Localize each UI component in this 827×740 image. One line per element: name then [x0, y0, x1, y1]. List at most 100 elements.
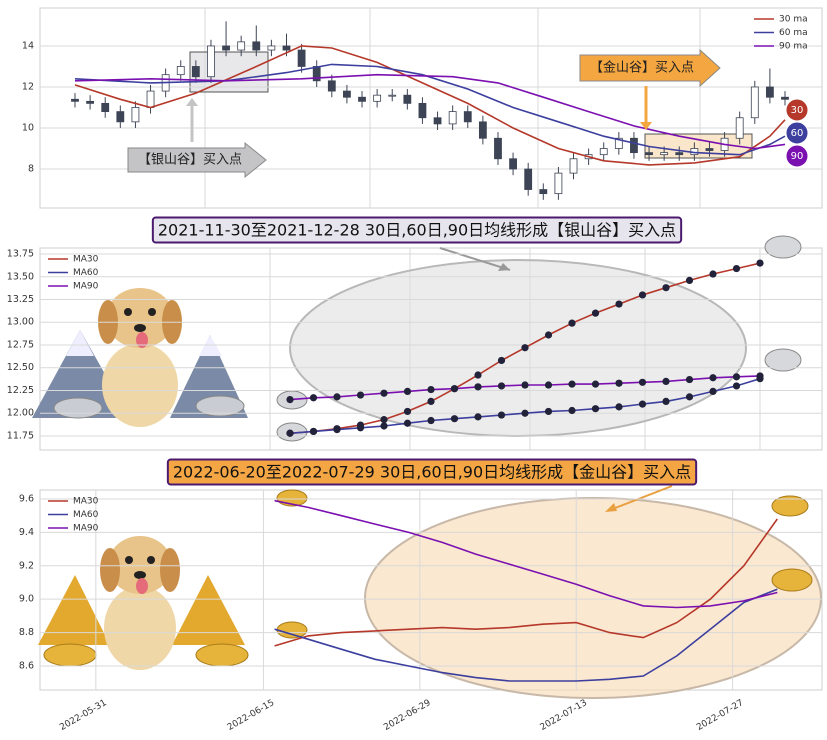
- ma-point: [403, 407, 412, 416]
- ma-point: [732, 373, 741, 381]
- ma-point: [427, 385, 435, 394]
- callout-arrow-head: [186, 98, 198, 106]
- candle-body: [463, 111, 472, 123]
- pointer-arrow: [439, 247, 511, 271]
- candle-body: [207, 45, 215, 78]
- ma-point: [685, 375, 694, 384]
- candle-body: [599, 148, 608, 156]
- ma-point: [380, 389, 388, 397]
- ma-line: [74, 63, 786, 156]
- ma-line: [274, 588, 778, 682]
- y-tick-label: 10: [22, 123, 34, 134]
- ma-point: [544, 381, 553, 389]
- ma-point: [662, 284, 670, 292]
- candle-body: [252, 41, 261, 51]
- ma-point: [333, 393, 341, 401]
- callout-text: 【金山谷】买入点: [590, 60, 694, 76]
- callout-arrow-head: [640, 122, 652, 130]
- ma-point: [615, 300, 623, 308]
- candle-body: [327, 80, 336, 92]
- silver-ellipse: [289, 259, 747, 437]
- ma-point: [286, 395, 294, 404]
- ma-point: [662, 397, 670, 406]
- ma-point: [450, 415, 459, 423]
- y-tick-label: 8: [28, 164, 34, 175]
- y-tick-label: 13.25: [7, 294, 34, 305]
- title-box: [151, 216, 683, 244]
- candle-body: [101, 102, 110, 112]
- ma-point: [591, 380, 600, 388]
- ma-point: [356, 424, 365, 432]
- legend-label: 30 ma: [779, 15, 808, 25]
- legend-label: MA90: [73, 282, 99, 292]
- y-tick-label: 12: [22, 81, 34, 92]
- callout-text: 【银山谷】买入点: [138, 153, 242, 168]
- candle-body: [343, 90, 351, 98]
- end-badge: [785, 98, 809, 122]
- legend-label: 90 ma: [779, 42, 808, 52]
- candle-body: [524, 168, 533, 190]
- ma-point: [638, 378, 647, 386]
- title-box: [166, 458, 698, 486]
- ma-point: [450, 385, 459, 393]
- candle-body: [116, 111, 125, 123]
- ma-point: [474, 371, 482, 379]
- y-tick-label: 8.8: [19, 627, 34, 638]
- candle-body: [614, 137, 623, 149]
- candle-body: [282, 45, 291, 51]
- callout-box: [127, 141, 267, 179]
- candle-body: [71, 98, 79, 102]
- candle-body: [373, 94, 382, 102]
- ma-point: [380, 422, 388, 430]
- candle-body: [509, 158, 517, 170]
- ma-point: [685, 393, 694, 401]
- end-badge: [785, 144, 809, 168]
- ma-point: [591, 309, 600, 317]
- y-tick-label: 14: [22, 40, 34, 51]
- candle-body: [554, 172, 563, 195]
- y-tick-label: 13.75: [7, 249, 34, 260]
- candle-body: [418, 102, 427, 119]
- y-tick-label: 12.25: [7, 385, 34, 396]
- candle-body: [539, 189, 548, 195]
- ma-point: [709, 374, 717, 382]
- legend-label: MA60: [73, 510, 99, 520]
- ma-point: [521, 409, 529, 417]
- candle-body: [494, 137, 502, 160]
- candle-body: [131, 107, 140, 123]
- x-tick-label: 2022-06-29: [382, 698, 433, 733]
- panel-title: 2022-06-20至2022-07-29 30日,60日,90日均线形成【金山…: [173, 463, 691, 482]
- pointer-arrow: [609, 485, 673, 511]
- candle-body: [358, 96, 366, 102]
- candle-body: [705, 148, 714, 151]
- candle-body: [630, 137, 638, 154]
- ma-line: [74, 73, 786, 150]
- candle-body: [478, 121, 487, 139]
- ma-point: [427, 416, 435, 425]
- candle-body: [388, 94, 397, 97]
- ma-line: [274, 518, 778, 647]
- ma-point: [685, 276, 694, 284]
- y-tick-label: 8.6: [19, 660, 34, 671]
- y-tick-label: 12.75: [7, 339, 34, 350]
- candle-body: [660, 152, 669, 156]
- candle-body: [781, 96, 789, 100]
- ma-point: [521, 381, 529, 389]
- candle-body: [222, 45, 230, 51]
- ma-point: [474, 413, 482, 421]
- candle-body: [675, 152, 684, 156]
- pointer-arrow-head: [498, 263, 510, 271]
- ma-point: [333, 426, 341, 434]
- ma-point: [568, 380, 576, 388]
- end-badge-label: 60: [791, 128, 804, 139]
- candle-body: [297, 49, 306, 67]
- candle-body: [146, 90, 155, 108]
- y-tick-label: 12.50: [7, 362, 34, 373]
- candle-body: [267, 45, 276, 51]
- ma-point: [497, 382, 506, 390]
- ma-point: [615, 403, 623, 411]
- ma-point: [427, 397, 435, 406]
- ma-point: [286, 429, 294, 437]
- y-tick-label: 13.00: [7, 317, 34, 328]
